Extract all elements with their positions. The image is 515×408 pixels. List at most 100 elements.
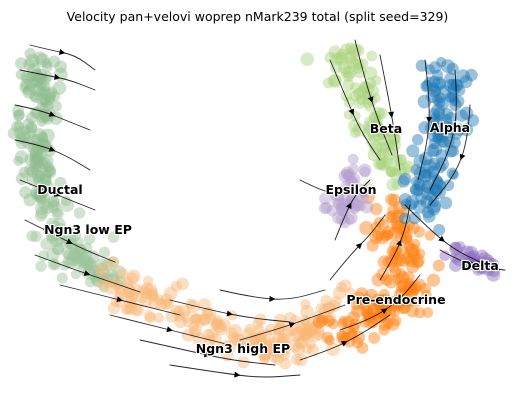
streamline-arrowhead — [367, 96, 374, 103]
cell-point — [35, 92, 50, 106]
cell-point — [194, 317, 206, 328]
cell-point — [371, 293, 384, 307]
cell-point — [364, 116, 375, 127]
cell-point — [52, 207, 63, 218]
cell-point — [30, 230, 42, 243]
cell-point — [291, 326, 306, 340]
cell-point — [376, 294, 387, 305]
streamline-arrowhead — [288, 322, 296, 328]
cell-point — [66, 251, 81, 266]
cell-point — [419, 166, 432, 179]
cell-point — [204, 335, 216, 347]
cell-point — [344, 176, 359, 190]
cell-point — [326, 342, 340, 357]
cell-point — [29, 91, 40, 102]
cell-point — [371, 227, 385, 241]
cell-point — [408, 211, 421, 225]
cell-point — [20, 78, 33, 91]
cell-point — [105, 281, 119, 295]
cell-point — [316, 314, 329, 327]
cell-point — [342, 78, 355, 91]
cell-point — [426, 273, 441, 287]
cell-point — [313, 325, 325, 337]
cell-point — [38, 250, 50, 262]
cell-point — [421, 180, 435, 193]
cell-point — [449, 137, 461, 149]
cell-point — [367, 303, 382, 318]
cell-point — [373, 296, 387, 311]
cell-point — [388, 247, 400, 259]
streamline-arrowhead — [58, 48, 66, 55]
cell-point — [375, 294, 390, 308]
cell-point — [415, 59, 428, 72]
cell-point — [272, 323, 286, 336]
cell-point — [441, 123, 454, 136]
cell-point — [28, 77, 39, 88]
cell-point — [116, 268, 129, 280]
cell-point — [95, 258, 109, 272]
cell-point — [406, 144, 420, 158]
cell-point — [182, 317, 194, 328]
streamline-arrowhead — [348, 108, 355, 116]
cell-point — [40, 200, 55, 214]
cell-point — [42, 100, 54, 112]
cell-point — [22, 118, 35, 130]
cell-point — [460, 252, 472, 264]
cell-point — [42, 166, 55, 178]
cell-point — [362, 181, 373, 193]
cell-point — [389, 167, 403, 181]
cell-point — [12, 104, 25, 117]
cell-point — [30, 74, 44, 88]
cell-point — [48, 199, 60, 212]
cell-point — [356, 298, 368, 310]
cell-point — [22, 85, 33, 96]
cell-point — [347, 172, 361, 187]
cell-point — [47, 195, 60, 208]
cell-point — [421, 206, 435, 219]
cell-point — [30, 67, 44, 80]
cell-point — [432, 133, 443, 144]
cell-point — [342, 197, 355, 210]
cell-point — [305, 339, 316, 350]
cell-point — [256, 335, 267, 346]
cell-point — [342, 323, 355, 336]
cell-point — [337, 318, 348, 329]
cell-point — [298, 327, 312, 341]
cell-point — [422, 307, 434, 318]
cell-point — [247, 342, 260, 355]
cell-point — [343, 169, 356, 182]
cell-point — [328, 74, 342, 87]
cell-point — [396, 254, 410, 268]
cell-point — [123, 276, 133, 287]
cell-point — [435, 179, 447, 191]
cell-point — [393, 253, 407, 267]
cell-point — [51, 242, 64, 255]
cell-point — [414, 307, 426, 319]
cell-point — [33, 189, 46, 202]
cell-point — [35, 137, 50, 152]
cell-point — [376, 141, 388, 153]
cell-point — [31, 163, 43, 175]
streamline-arrowhead — [116, 296, 123, 303]
cell-point — [477, 252, 492, 267]
cell-point — [33, 187, 48, 202]
cell-point — [23, 193, 37, 207]
cell-point — [336, 331, 350, 344]
cell-point — [300, 329, 314, 343]
streamline-arrowhead — [459, 153, 466, 161]
cell-point — [347, 198, 361, 213]
cell-point — [436, 97, 449, 111]
cell-point — [444, 145, 458, 158]
cell-point — [396, 244, 408, 256]
cell-point — [95, 264, 109, 278]
cell-point — [73, 246, 87, 260]
cell-point — [15, 69, 26, 80]
cell-point — [404, 284, 416, 296]
cluster-label-epsilon: Epsilon — [326, 182, 377, 197]
cell-point — [384, 297, 396, 309]
cell-point — [39, 108, 53, 122]
cell-point — [37, 132, 49, 144]
cell-point — [398, 300, 412, 314]
cell-point — [284, 312, 297, 325]
cell-point — [30, 145, 44, 160]
